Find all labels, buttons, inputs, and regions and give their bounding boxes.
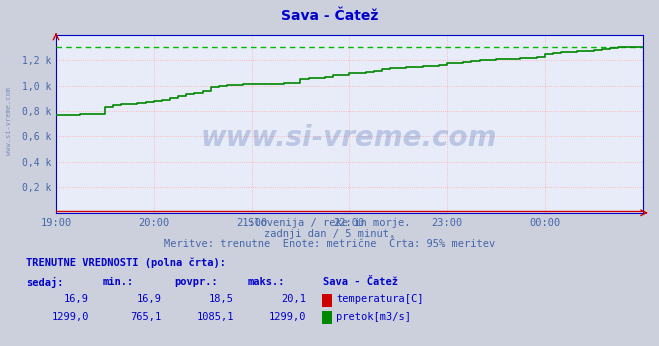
Text: zadnji dan / 5 minut.: zadnji dan / 5 minut. (264, 229, 395, 238)
Text: 16,9: 16,9 (64, 294, 89, 304)
Text: TRENUTNE VREDNOSTI (polna črta):: TRENUTNE VREDNOSTI (polna črta): (26, 258, 226, 268)
Text: min.:: min.: (102, 277, 133, 287)
Text: 765,1: 765,1 (130, 312, 161, 321)
Text: povpr.:: povpr.: (175, 277, 218, 287)
Text: Slovenija / reke in morje.: Slovenija / reke in morje. (248, 218, 411, 228)
Text: www.si-vreme.com: www.si-vreme.com (201, 124, 498, 152)
Text: 1299,0: 1299,0 (51, 312, 89, 321)
Text: 1085,1: 1085,1 (196, 312, 234, 321)
Text: temperatura[C]: temperatura[C] (336, 294, 424, 304)
Text: 20,1: 20,1 (281, 294, 306, 304)
Text: 1299,0: 1299,0 (269, 312, 306, 321)
Text: Meritve: trenutne  Enote: metrične  Črta: 95% meritev: Meritve: trenutne Enote: metrične Črta: … (164, 239, 495, 249)
Text: 18,5: 18,5 (209, 294, 234, 304)
Text: pretok[m3/s]: pretok[m3/s] (336, 312, 411, 321)
Text: sedaj:: sedaj: (26, 276, 64, 288)
Text: maks.:: maks.: (247, 277, 285, 287)
Text: www.si-vreme.com: www.si-vreme.com (5, 87, 12, 155)
Text: Sava - Čatež: Sava - Čatež (323, 277, 398, 287)
Text: 16,9: 16,9 (136, 294, 161, 304)
Text: Sava - Čatež: Sava - Čatež (281, 9, 378, 22)
